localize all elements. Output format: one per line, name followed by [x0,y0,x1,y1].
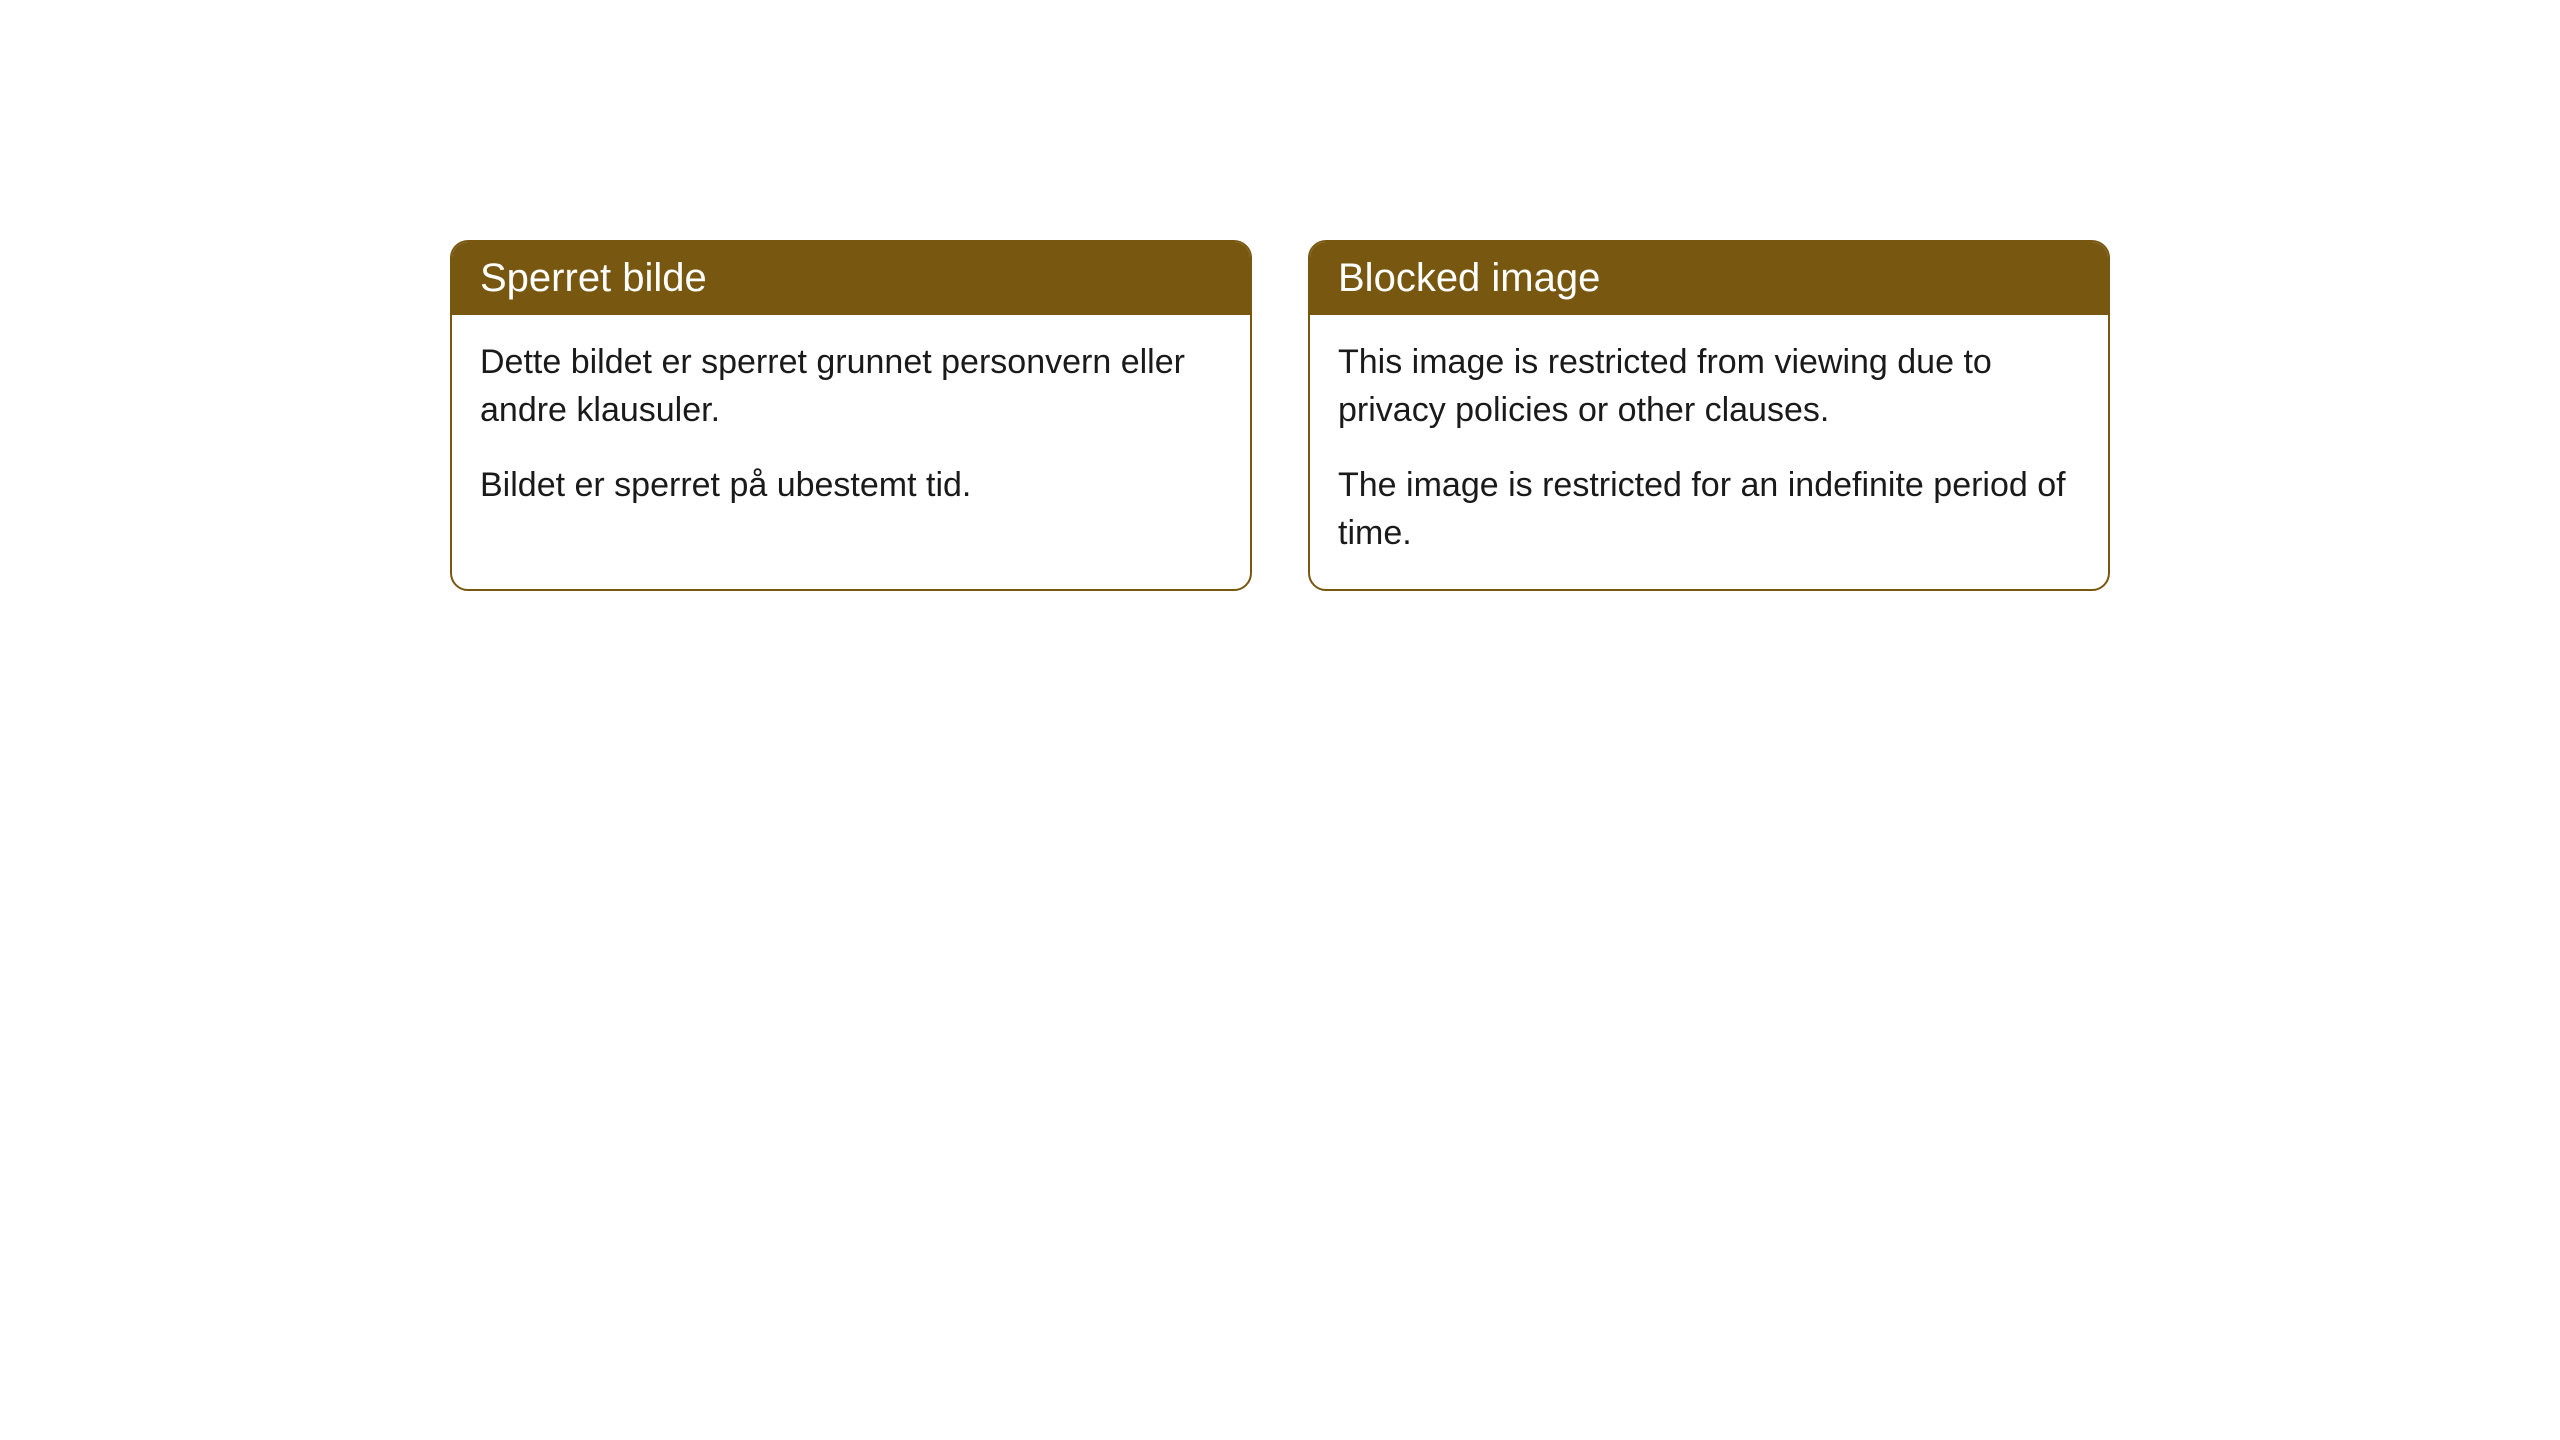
card-paragraph: Bildet er sperret på ubestemt tid. [480,462,1222,510]
card-body-english: This image is restricted from viewing du… [1310,315,2108,589]
card-body-norwegian: Dette bildet er sperret grunnet personve… [452,315,1250,542]
card-paragraph: This image is restricted from viewing du… [1338,339,2080,434]
card-header-norwegian: Sperret bilde [452,242,1250,315]
notice-cards-container: Sperret bilde Dette bildet er sperret gr… [450,240,2110,591]
card-title: Sperret bilde [480,256,707,300]
notice-card-norwegian: Sperret bilde Dette bildet er sperret gr… [450,240,1252,591]
card-paragraph: Dette bildet er sperret grunnet personve… [480,339,1222,434]
notice-card-english: Blocked image This image is restricted f… [1308,240,2110,591]
card-title: Blocked image [1338,256,1600,300]
card-paragraph: The image is restricted for an indefinit… [1338,462,2080,557]
card-header-english: Blocked image [1310,242,2108,315]
